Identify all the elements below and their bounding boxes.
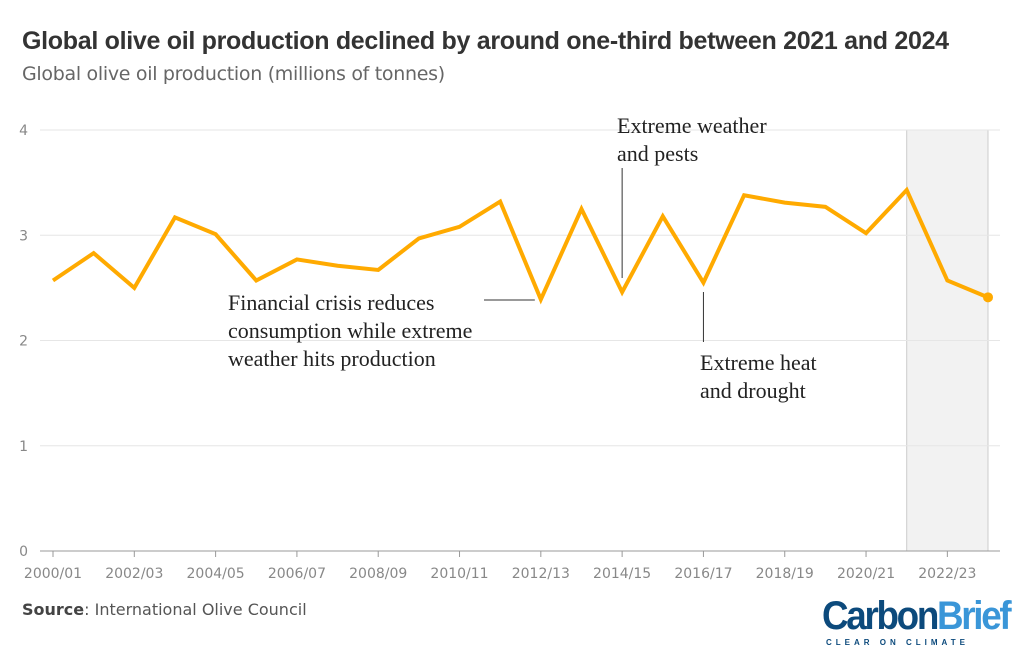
x-tick-label: 2012/13 xyxy=(512,566,570,582)
annotation-weather-pests: and pests xyxy=(617,141,698,166)
chart-title: Global olive oil production declined by … xyxy=(22,27,949,55)
x-tick-label: 2000/01 xyxy=(24,566,82,582)
source-text: : International Olive Council xyxy=(84,600,307,619)
x-tick-label: 2018/19 xyxy=(756,566,814,582)
source-label: Source xyxy=(22,600,85,619)
logo-carbon: Carbon xyxy=(822,594,939,638)
y-tick-label: 2 xyxy=(19,334,28,350)
production-line xyxy=(51,186,989,305)
x-tick-label: 2016/17 xyxy=(674,566,732,582)
source-note: Source: International Olive Council xyxy=(22,600,307,619)
y-tick-label: 0 xyxy=(19,544,28,560)
annotation-weather-pests: Extreme weather xyxy=(617,113,767,138)
x-tick-label: 2002/03 xyxy=(105,566,163,582)
x-tick-label: 2006/07 xyxy=(268,566,326,582)
x-tick-label: 2004/05 xyxy=(187,566,245,582)
y-tick-label: 1 xyxy=(19,439,28,455)
annotation-financial-crisis: weather hits production xyxy=(228,346,436,371)
logo-brief: Brief xyxy=(937,594,1012,638)
x-tick-label: 2008/09 xyxy=(349,566,407,582)
y-tick-label: 3 xyxy=(19,228,28,244)
x-tick-label: 2022/23 xyxy=(918,566,976,582)
chart-subtitle: Global olive oil production (millions of… xyxy=(22,63,445,85)
logo-tagline: CLEAR ON CLIMATE xyxy=(826,638,969,647)
y-tick-label: 4 xyxy=(19,123,28,139)
annotation-financial-crisis: consumption while extreme xyxy=(228,318,472,343)
data-point xyxy=(983,292,993,303)
annotation-financial-crisis: Financial crisis reduces xyxy=(228,290,435,315)
annotation-heat-drought: Extreme heat xyxy=(700,350,817,375)
x-tick-label: 2010/11 xyxy=(430,566,488,582)
x-tick-label: 2014/15 xyxy=(593,566,651,582)
x-tick-label: 2020/21 xyxy=(837,566,895,582)
carbonbrief-logo: CarbonBrief CLEAR ON CLIMATE xyxy=(822,594,1024,648)
annotation-heat-drought: and drought xyxy=(700,378,806,403)
